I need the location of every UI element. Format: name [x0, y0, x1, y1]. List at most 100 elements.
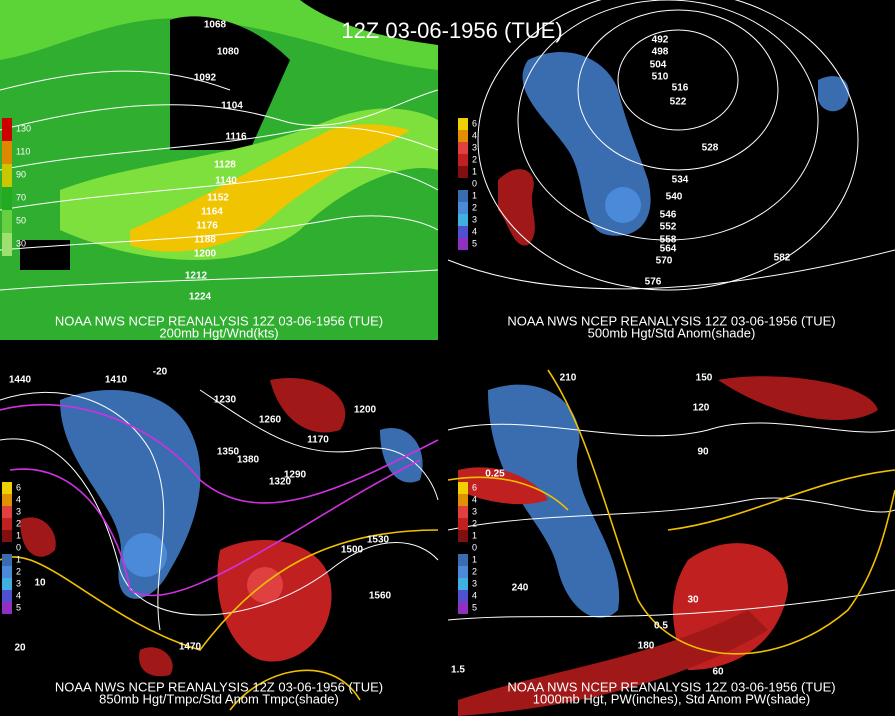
legend-label: 6 [16, 482, 21, 492]
contour-label: 582 [774, 253, 791, 264]
contour-label: 1380 [237, 455, 260, 466]
contour-label: 1212 [185, 271, 208, 282]
contour-label: 534 [672, 175, 689, 186]
contour-label: 516 [672, 83, 689, 94]
legend-label: 4 [472, 130, 477, 140]
contour-label: 240 [512, 583, 529, 594]
legend-label: 6 [472, 118, 477, 128]
legend-label: 70 [16, 192, 26, 202]
contour-label: 576 [645, 277, 662, 288]
panel-subtitle: 1000mb Hgt, PW(inches), Std Anom PW(shad… [533, 691, 810, 706]
contour-label: 504 [650, 60, 667, 71]
contour-label: 1116 [225, 132, 247, 143]
legend-label: 2 [16, 566, 21, 576]
legend-label: 3 [472, 506, 477, 516]
panel-caption: NOAA NWS NCEP REANALYSIS 12Z 03-06-1956 … [507, 679, 835, 694]
legend-label: 90 [16, 169, 26, 179]
contour-label: 570 [656, 256, 673, 267]
contour-label: 210 [560, 373, 577, 384]
contour-label: 528 [702, 143, 719, 154]
panel-subtitle: 850mb Hgt/Tmpc/Std Anom Tmpc(shade) [99, 691, 339, 706]
contour-label: 60 [712, 667, 724, 678]
contour-label: 90 [697, 447, 709, 458]
legend-label: 4 [472, 226, 477, 236]
contour-label: 120 [693, 403, 710, 414]
contour-label: 0.25 [485, 469, 505, 480]
panel-500mb [447, 0, 895, 340]
legend-label: 130 [16, 123, 31, 133]
legend-label: 4 [16, 494, 21, 504]
legend-label: 3 [16, 506, 21, 516]
contour-label: 1320 [269, 477, 292, 488]
contour-label: 180 [638, 641, 655, 652]
legend-label: 1 [472, 166, 477, 176]
legend-label: 2 [472, 566, 477, 576]
contour-label: 10 [34, 578, 46, 589]
contour-label: 1164 [201, 207, 223, 218]
contour-label: 564 [660, 244, 677, 255]
panel-caption: NOAA NWS NCEP REANALYSIS 12Z 03-06-1956 … [55, 313, 383, 328]
legend-label: 5 [472, 602, 477, 612]
legend-label: 1 [472, 554, 477, 564]
contour-label: 1104 [221, 101, 243, 112]
legend-label: 0 [472, 542, 477, 552]
contour-label: 1170 [307, 435, 329, 446]
legend-label: 5 [472, 238, 477, 248]
contour-label: 1350 [217, 447, 240, 458]
legend-label: 3 [472, 142, 477, 152]
legend-label: 1 [16, 554, 21, 564]
contour-label: 1.5 [451, 665, 465, 676]
contour-label: 1230 [214, 395, 237, 406]
panel-1000mb [447, 369, 895, 716]
contour-label: 1560 [369, 591, 392, 602]
legend-label: 2 [16, 518, 21, 528]
legend-label: 1 [472, 190, 477, 200]
legend-label: 6 [472, 482, 477, 492]
contour-label: 558 [660, 235, 677, 246]
contour-label: 1410 [105, 375, 128, 386]
contour-label: 30 [687, 595, 699, 606]
contour-label: 552 [660, 222, 677, 233]
contour-label: 1290 [284, 470, 307, 481]
legend-label: 2 [472, 154, 477, 164]
contour-label: 1440 [9, 375, 32, 386]
contour-label: 510 [652, 72, 669, 83]
contour-label: 0.5 [654, 621, 668, 632]
contour-label: 498 [652, 47, 669, 58]
legend-label: 4 [16, 590, 21, 600]
legend-label: 110 [16, 146, 30, 156]
legend-label: 50 [16, 215, 26, 225]
legend-label: 4 [472, 494, 477, 504]
contour-label: 1200 [354, 405, 377, 416]
legend-label: 5 [16, 602, 21, 612]
panel-subtitle: 500mb Hgt/Std Anom(shade) [588, 325, 756, 340]
contour-label: 1068 [204, 20, 227, 31]
contour-label: 1176 [196, 221, 218, 232]
panel-caption: NOAA NWS NCEP REANALYSIS 12Z 03-06-1956 … [55, 679, 383, 694]
contour-label: 1530 [367, 535, 390, 546]
contour-label: 1080 [217, 47, 240, 58]
contour-label: 150 [696, 373, 713, 384]
legend-label: 0 [16, 542, 21, 552]
contour-label: 546 [660, 210, 677, 221]
contour-label: 1152 [207, 193, 229, 204]
legend-label: 30 [16, 238, 26, 248]
contour-label: 1224 [189, 292, 212, 303]
contour-label: 492 [652, 35, 669, 46]
main-title: 12Z 03-06-1956 (TUE) [341, 18, 562, 43]
legend-label: 0 [472, 178, 477, 188]
contour-label: 1260 [259, 415, 282, 426]
contour-label: 1200 [194, 249, 217, 260]
legend-label: 1 [16, 530, 21, 540]
legend-label: 4 [472, 590, 477, 600]
contour-label: 1140 [215, 176, 237, 187]
panel-200mb [0, 0, 439, 340]
contour-label: 1470 [179, 642, 202, 653]
contour-label: 522 [670, 97, 687, 108]
contour-label: 540 [666, 192, 683, 203]
panel-caption: NOAA NWS NCEP REANALYSIS 12Z 03-06-1956 … [507, 313, 835, 328]
contour-label: -20 [153, 367, 168, 378]
contour-label: 20 [14, 643, 26, 654]
legend-label: 1 [472, 530, 477, 540]
